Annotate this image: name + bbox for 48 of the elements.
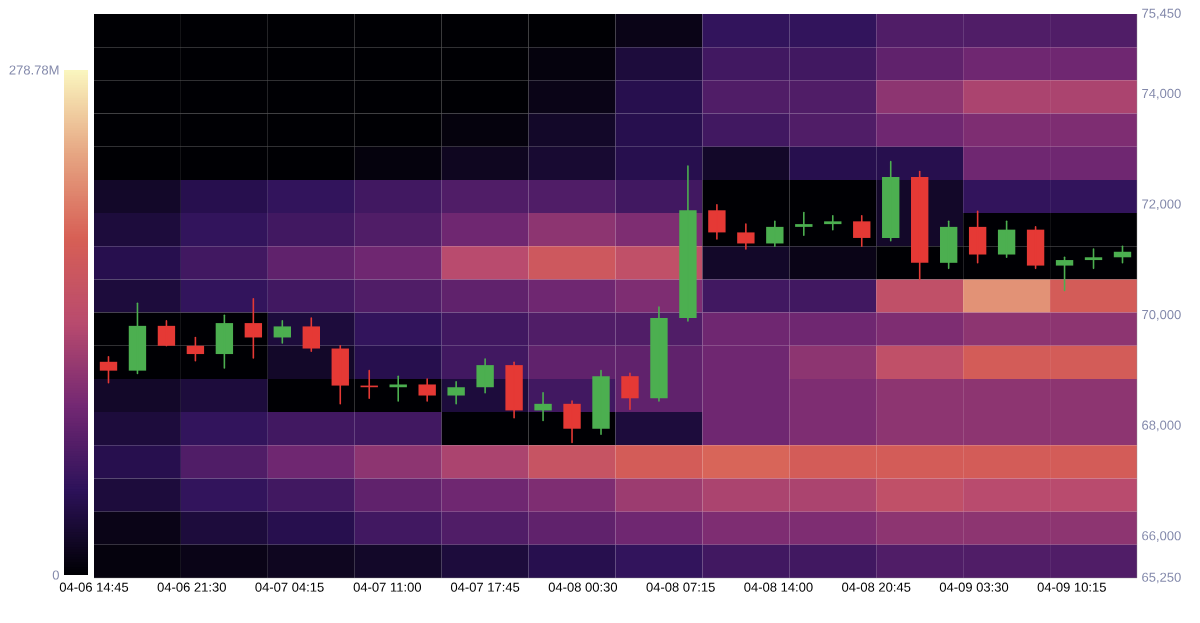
y-tick-label: 70,000 bbox=[1142, 309, 1181, 321]
candlestick bbox=[621, 372, 639, 411]
candlestick bbox=[215, 314, 234, 369]
color-bar-label: 0 bbox=[52, 570, 59, 580]
y-tick-label: 68,000 bbox=[1142, 420, 1181, 432]
candlestick bbox=[1026, 226, 1045, 270]
candlestick bbox=[824, 215, 842, 231]
candlestick bbox=[418, 378, 436, 402]
color-bar-label: 278.78M bbox=[9, 65, 59, 75]
candlestick bbox=[389, 375, 407, 402]
candlestick bbox=[911, 170, 929, 281]
y-tick-label: 66,000 bbox=[1142, 531, 1181, 542]
x-tick-label: 04-08 14:00 bbox=[744, 582, 813, 592]
x-tick-label: 04-08 07:15 bbox=[646, 582, 715, 592]
candlestick bbox=[447, 380, 465, 405]
candlestick bbox=[650, 306, 668, 402]
candlestick bbox=[737, 223, 755, 250]
candlestick bbox=[302, 317, 320, 353]
x-tick-label: 04-06 14:45 bbox=[59, 582, 129, 592]
candlestick bbox=[476, 358, 494, 394]
candlestick bbox=[592, 369, 610, 436]
x-tick-label: 04-09 03:30 bbox=[939, 582, 1009, 592]
candlestick bbox=[563, 400, 581, 444]
x-tick-label: 04-08 20:45 bbox=[842, 582, 911, 592]
y-tick-label: 65,250 bbox=[1142, 572, 1181, 584]
candlestick bbox=[679, 165, 697, 322]
candlestick bbox=[968, 210, 987, 264]
candlestick bbox=[128, 302, 147, 375]
y-tick-label: 72,000 bbox=[1142, 199, 1181, 211]
x-tick-label: 04-07 11:00 bbox=[353, 582, 422, 592]
x-tick-label: 04-07 17:45 bbox=[450, 582, 520, 592]
x-tick-label: 04-08 00:30 bbox=[548, 582, 618, 592]
candlestick bbox=[157, 320, 176, 347]
candlestick bbox=[708, 203, 726, 240]
x-tick-label: 04-07 04:15 bbox=[255, 582, 324, 592]
candlestick bbox=[997, 220, 1016, 259]
x-tick-label: 04-09 10:15 bbox=[1037, 582, 1106, 592]
candlestick bbox=[99, 356, 118, 384]
candlestick bbox=[1084, 248, 1103, 270]
candlestick bbox=[1055, 256, 1074, 292]
candlestick bbox=[939, 220, 958, 270]
candlestick bbox=[244, 297, 263, 359]
candlestick bbox=[795, 211, 813, 236]
x-tick-label: 04-06 21:30 bbox=[157, 582, 226, 592]
candlestick bbox=[273, 320, 292, 344]
y-tick-label: 75,450 bbox=[1142, 8, 1181, 20]
candlestick bbox=[505, 361, 523, 419]
y-tick-label: 74,000 bbox=[1142, 88, 1181, 100]
